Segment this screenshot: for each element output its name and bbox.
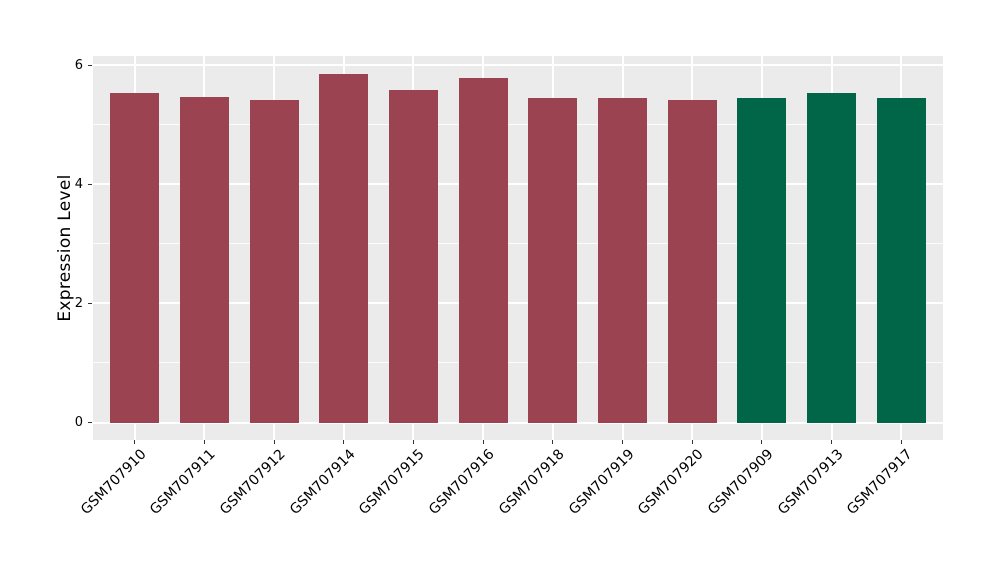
gridline-minor-y-1 [93,362,943,364]
x-tick-mark [622,440,623,444]
y-tick-label-6: 6 [74,57,83,73]
x-tick-mark [552,440,554,444]
gridline-major-y-0 [93,421,943,424]
bar-GSM707918 [528,97,578,423]
x-tick-label-GSM707910: GSM707910 [77,446,150,518]
y-tick-mark-4 [88,183,92,185]
x-tick-mark [203,440,205,444]
bar-GSM707910 [110,92,160,423]
bar-GSM707909 [737,98,787,423]
x-tick-mark [134,440,136,444]
bar-GSM707916 [458,77,508,423]
y-tick-mark-0 [88,422,92,424]
gridline-major-y-2 [93,302,943,305]
y-tick-label-0: 0 [74,415,83,431]
bar-GSM707914 [319,74,369,423]
x-tick-mark [691,440,693,444]
x-tick-mark [831,440,833,444]
y-tick-label-2: 2 [74,295,83,311]
x-tick-mark [482,440,484,444]
x-tick-mark [761,440,763,444]
x-tick-mark [412,440,414,444]
bar-GSM707919 [598,98,647,423]
bar-GSM707915 [389,89,438,423]
bar-GSM707917 [876,97,926,423]
bar-GSM707911 [180,97,229,423]
bar-GSM707913 [807,92,856,423]
gridline-minor-y-3 [93,243,943,245]
y-tick-mark-2 [88,302,92,304]
x-tick-mark [343,440,345,444]
plot-panel [93,56,943,440]
gridline-major-y-6 [93,64,943,67]
x-tick-mark [273,440,275,444]
gridline-major-y-4 [93,183,943,186]
x-tick-mark [900,440,902,444]
bar-GSM707912 [249,100,299,423]
y-tick-mark-6 [88,64,92,66]
bar-GSM707920 [667,100,717,423]
gridline-minor-y-5 [93,124,943,126]
y-tick-label-4: 4 [74,176,83,192]
